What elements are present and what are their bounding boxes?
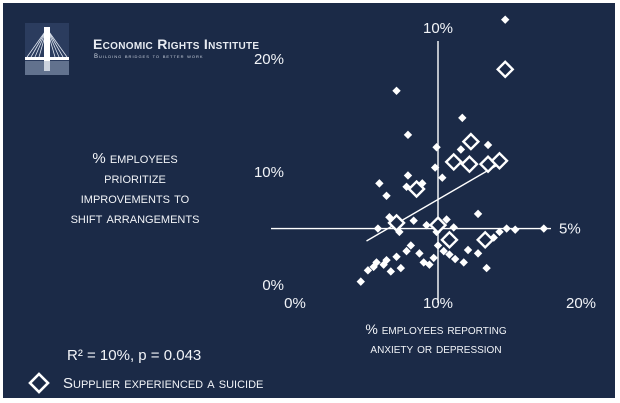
y-tick-label: 20% [254,51,284,68]
data-point [483,140,493,150]
data-point [433,241,443,250]
data-point [372,258,381,267]
horizontal-reference-label: 5% [559,221,581,238]
chart-panel: Economic Rights Institute Building bridg… [3,3,615,398]
regression-stats: R² = 10%, p = 0.043 [67,347,202,364]
vertical-reference-label: 10% [423,20,453,37]
data-point-suicide [387,213,406,233]
legend-open-diamond-icon [28,372,50,394]
data-point [415,249,424,258]
data-point [392,86,401,95]
data-point-suicide [407,179,426,199]
y-tick-label: 10% [254,164,284,181]
data-point [502,224,511,233]
data-point [501,15,510,24]
data-point [445,250,454,259]
data-point [409,216,418,225]
data-point [473,209,483,219]
data-point [463,245,473,255]
data-point [425,260,434,269]
data-point [392,252,401,261]
data-point [402,246,411,256]
data-point-suicide [428,215,448,235]
data-point [511,225,520,234]
data-point [429,253,438,263]
data-point [395,227,404,237]
data-point [422,220,431,230]
data-point-suicide [460,154,479,174]
data-point [439,246,448,256]
data-point [396,263,406,273]
data-point-suicide [490,151,509,170]
data-point [442,215,451,224]
x-tick-label: 20% [566,295,596,312]
x-tick-label: 0% [284,295,306,312]
x-tick-label: 10% [423,295,453,312]
data-point [450,254,460,264]
data-point [458,113,467,123]
data-point-suicide [496,60,515,79]
org-name: Economic Rights Institute [93,36,260,52]
y-tick-label: 0% [262,277,284,294]
data-point [403,130,413,140]
data-point-suicide [444,152,463,172]
data-point [482,263,491,273]
data-point [495,227,504,237]
org-tagline: Building bridges to better work [94,54,204,60]
data-point [356,277,365,286]
data-point [456,145,466,154]
data-point [459,258,468,267]
data-point-suicide [475,230,495,250]
data-point [363,266,373,275]
x-axis-label: % employees reporting anxiety or depress… [365,321,507,356]
legend-label: Supplier experienced a suicide [63,375,264,392]
data-point [430,163,440,172]
data-point-suicide [461,132,481,151]
regression-line [366,159,507,242]
data-point [403,171,413,180]
data-point [382,191,391,200]
data-point [375,179,384,188]
data-point [449,223,458,232]
bridge-logo-icon [25,23,69,75]
data-point [406,241,416,250]
data-point [373,224,383,233]
data-point [386,267,396,276]
scatter-plot: 0% 10% 20% 0% 10% 20% 10% 5% [254,15,596,312]
data-point [432,143,441,152]
data-point [473,249,483,258]
y-axis-label: % employees prioritize improvements to s… [70,150,200,227]
data-point [438,173,447,182]
data-point-suicide [440,230,459,250]
data-point [539,224,549,233]
